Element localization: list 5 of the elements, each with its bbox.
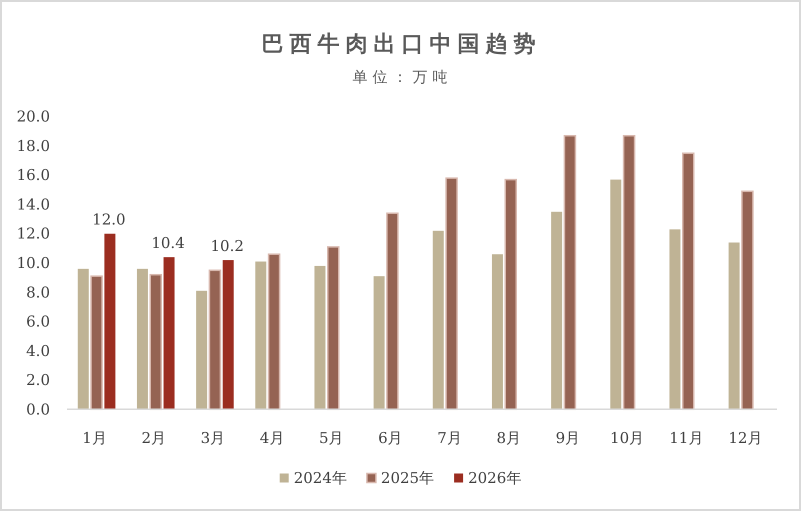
legend-label: 2026年: [468, 469, 522, 487]
title: 巴西牛肉出口中国趋势: [262, 32, 542, 57]
legend-label: 2025年: [380, 469, 434, 487]
subtitle: 单位：万吨: [352, 68, 452, 86]
legend-label: 2024年: [294, 469, 347, 487]
